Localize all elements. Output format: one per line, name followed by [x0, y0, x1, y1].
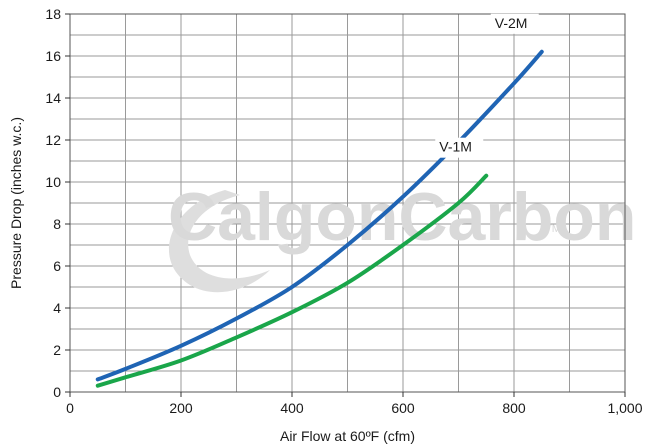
- tick-labels: 0 200 400 600 800 1,000 0 2 4 6 8 10 12 14 16 18: [45, 6, 642, 416]
- y-tick-label: 12: [45, 132, 61, 148]
- x-tick-label: 600: [391, 400, 415, 416]
- series-line-v-1m: [95, 173, 489, 388]
- y-tick-label: 0: [53, 384, 61, 400]
- y-tick-label: 14: [45, 90, 61, 106]
- calgon-carbon-watermark: CalgonCarbon TM: [168, 179, 636, 293]
- x-axis-title: Air Flow at 60ºF (cfm): [280, 428, 415, 444]
- y-tick-label: 6: [53, 258, 61, 274]
- series-lines: [95, 49, 544, 388]
- series-label-v-1m: V-1M: [439, 139, 472, 155]
- plot-frame: [69, 13, 626, 393]
- watermark-text: CalgonCarbon: [168, 179, 636, 255]
- y-tick-label: 10: [45, 174, 61, 190]
- series-label-background: [435, 137, 484, 158]
- series-label-background: [490, 13, 539, 34]
- x-tick-label: 400: [280, 400, 304, 416]
- y-tick-label: 2: [53, 342, 61, 358]
- y-tick-label: 18: [45, 6, 61, 22]
- watermark-trademark: TM: [545, 223, 561, 235]
- y-axis-title: Pressure Drop (inches w.c.): [8, 117, 24, 289]
- series-label-v-2m: V-2M: [495, 15, 528, 31]
- x-tick-label: 200: [169, 400, 193, 416]
- watermark-swoosh-icon: [168, 190, 270, 293]
- series-labels: V-2M V-1M: [435, 13, 539, 158]
- x-tick-label: 0: [66, 400, 74, 416]
- series-line-v-2m: [95, 49, 544, 382]
- x-tick-label: 1,000: [607, 400, 642, 416]
- y-tick-label: 4: [53, 300, 61, 316]
- x-tick-label: 800: [502, 400, 526, 416]
- y-tick-label: 8: [53, 216, 61, 232]
- y-tick-label: 16: [45, 48, 61, 64]
